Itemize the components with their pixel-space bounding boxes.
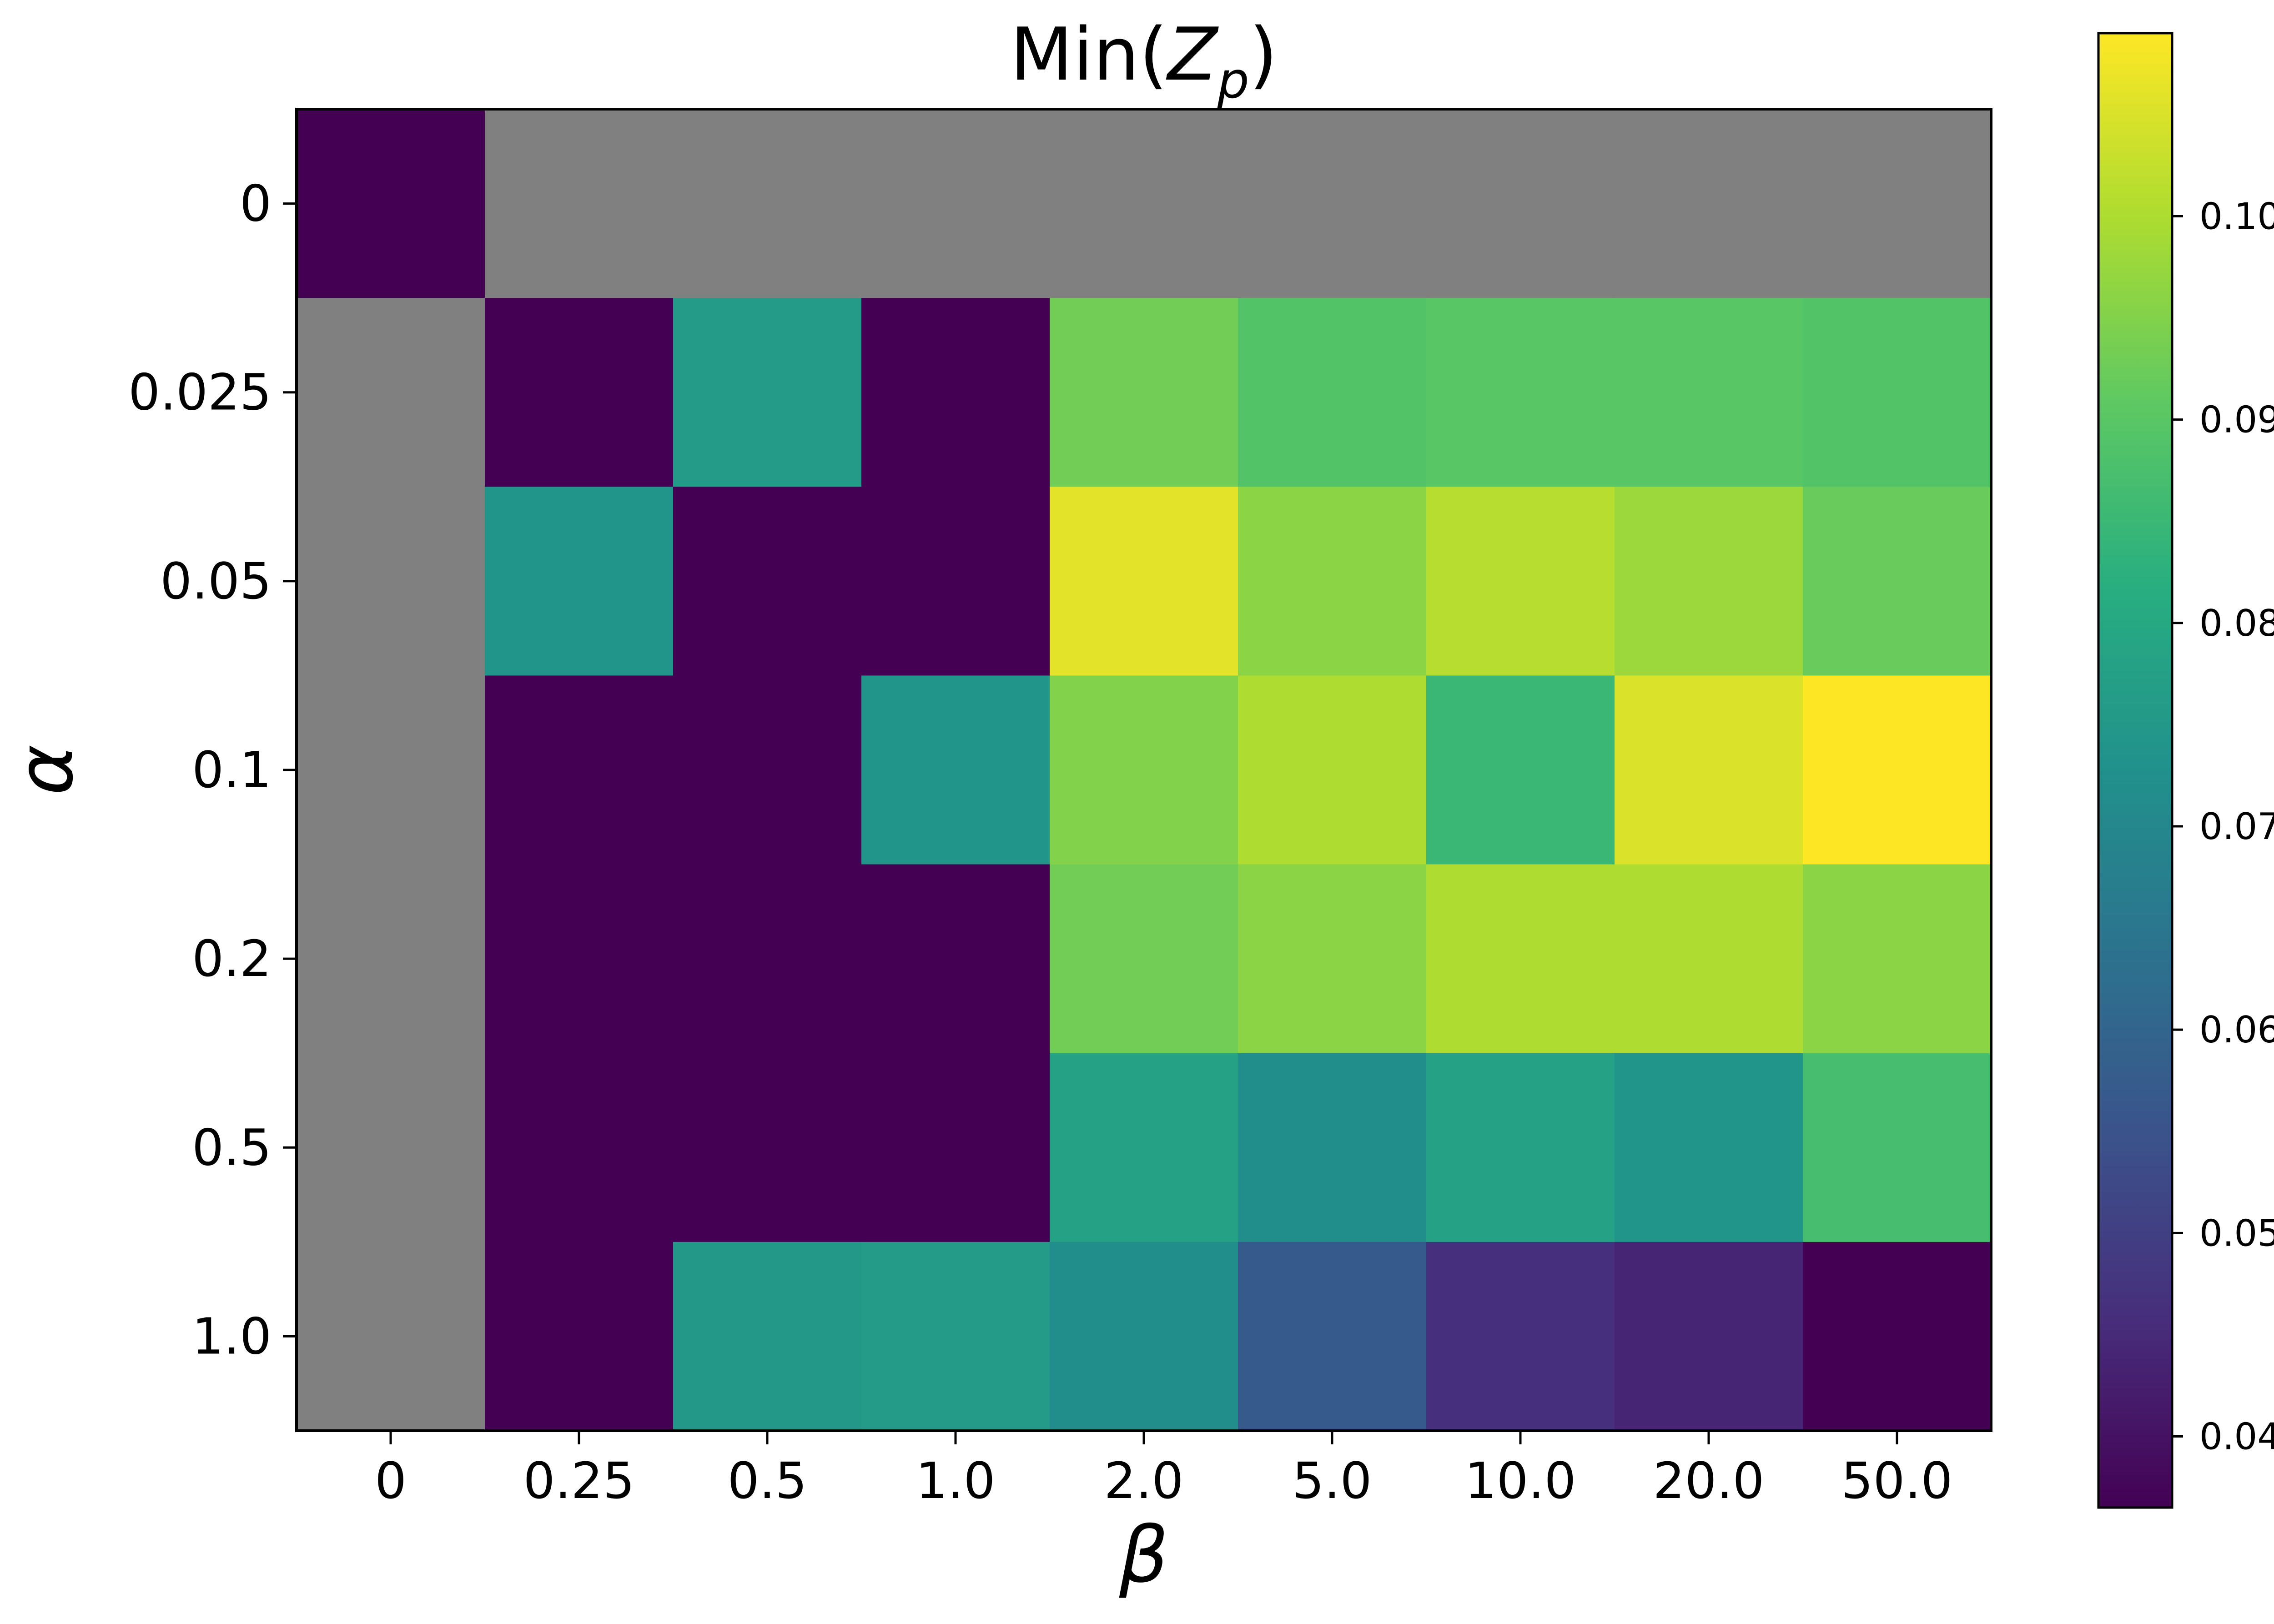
- colorbar-tick-label: 0.08: [2199, 602, 2274, 644]
- x-tick-label: 0.5: [728, 1452, 807, 1510]
- heatmap-cell: [1426, 298, 1615, 488]
- x-axis-label: β: [1119, 1510, 1169, 1600]
- heatmap-cell: [297, 487, 485, 676]
- x-axis-ticks: 0 0.25 0.5 1.0 2.0 5.0 10.0 20.0 50.0: [375, 1431, 1952, 1510]
- heatmap-cell: [1238, 109, 1427, 299]
- heatmap-cell: [673, 1242, 862, 1431]
- heatmap-cell: [1803, 298, 1992, 488]
- x-tick-label: 50.0: [1841, 1452, 1953, 1510]
- heatmap-cell: [673, 487, 862, 676]
- heatmap-cell: [297, 109, 485, 299]
- heatmap-cell: [485, 675, 674, 865]
- heatmap-cell: [1803, 487, 1992, 676]
- heatmap-cell: [297, 1242, 485, 1431]
- heatmap-cell: [1238, 864, 1427, 1054]
- heatmap-cell: [673, 298, 862, 488]
- heatmap-cell: [297, 864, 485, 1054]
- heatmap-cell: [861, 298, 1050, 488]
- heatmap-cell: [861, 1053, 1050, 1242]
- heatmap-cell: [485, 864, 674, 1054]
- colorbar-ticks: 0.04 0.05 0.06 0.07 0.08 0.09 0.10: [2172, 195, 2274, 1458]
- colorbar-tick-label: 0.09: [2199, 399, 2274, 441]
- heatmap-cell: [1050, 487, 1238, 676]
- x-tick-label: 0.25: [523, 1452, 635, 1510]
- x-tick-label: 10.0: [1465, 1452, 1576, 1510]
- heatmap-cell: [861, 109, 1050, 299]
- chart-title: Min(Zp): [1010, 12, 1278, 110]
- colorbar-tick-label: 0.04: [2199, 1415, 2274, 1458]
- heatmap-cell: [673, 864, 862, 1054]
- heatmap-cell: [485, 109, 674, 299]
- heatmap-cell: [1803, 1053, 1992, 1242]
- y-tick-label: 0.05: [160, 552, 272, 610]
- heatmap-cell: [1050, 1053, 1238, 1242]
- heatmap-cell: [485, 298, 674, 488]
- y-tick-label: 0.5: [192, 1118, 272, 1177]
- chart-title-var: Z: [1166, 12, 1219, 97]
- colorbar-tick-label: 0.07: [2199, 805, 2274, 848]
- x-tick-label: 1.0: [916, 1452, 996, 1510]
- colorbar-tick-label: 0.05: [2199, 1212, 2274, 1254]
- heatmap-cell: [1803, 109, 1992, 299]
- colorbar-tick-label: 0.06: [2199, 1009, 2274, 1051]
- heatmap-cell: [861, 675, 1050, 865]
- heatmap-cell: [673, 1053, 862, 1242]
- heatmap-cell: [485, 487, 674, 676]
- heatmap-cell: [1615, 864, 1803, 1054]
- heatmap-cell: [1238, 675, 1427, 865]
- heatmap-cell: [1803, 1242, 1992, 1431]
- heatmap-cell: [1615, 1242, 1803, 1431]
- heatmap-cell: [1238, 1053, 1427, 1242]
- heatmap-cell: [1426, 487, 1615, 676]
- y-tick-label: 0.1: [192, 741, 272, 799]
- heatmap-cells: [297, 109, 1992, 1431]
- heatmap-cell: [297, 675, 485, 865]
- heatmap-cell: [1050, 298, 1238, 488]
- heatmap-cell: [1050, 864, 1238, 1054]
- x-tick-label: 0: [375, 1452, 407, 1510]
- heatmap-cell: [1050, 675, 1238, 865]
- heatmap-cell: [673, 109, 862, 299]
- y-tick-label: 0.025: [128, 363, 272, 422]
- heatmap-cell: [1050, 109, 1238, 299]
- chart-title-close: ): [1249, 12, 1278, 97]
- colorbar-tick-label: 0.10: [2199, 195, 2274, 237]
- y-tick-label: 0.2: [192, 930, 272, 988]
- heatmap-cell: [1050, 1242, 1238, 1431]
- heatmap-cell: [1426, 675, 1615, 865]
- heatmap-cell: [1615, 1053, 1803, 1242]
- heatmap-cell: [1803, 675, 1992, 865]
- y-axis-ticks: 0 0.025 0.05 0.1 0.2 0.5 1.0: [128, 175, 297, 1365]
- heatmap-cell: [1615, 109, 1803, 299]
- chart-title-main: Min(: [1010, 12, 1167, 97]
- y-tick-label: 1.0: [192, 1307, 272, 1365]
- heatmap-cell: [861, 864, 1050, 1054]
- y-axis-label: α: [0, 744, 91, 795]
- chart-title-sub: p: [1217, 51, 1249, 110]
- heatmap-cell: [1615, 487, 1803, 676]
- heatmap-cell: [485, 1053, 674, 1242]
- x-tick-label: 5.0: [1293, 1452, 1372, 1510]
- heatmap-cell: [1426, 864, 1615, 1054]
- heatmap-cell: [1615, 675, 1803, 865]
- heatmap-cell: [1238, 487, 1427, 676]
- heatmap-cell: [297, 298, 485, 488]
- heatmap-cell: [1426, 109, 1615, 299]
- x-tick-label: 2.0: [1104, 1452, 1184, 1510]
- heatmap-cell: [1238, 298, 1427, 488]
- heatmap-cell: [861, 487, 1050, 676]
- heatmap-cell: [1426, 1053, 1615, 1242]
- heatmap-cell: [297, 1053, 485, 1242]
- colorbar: [2097, 32, 2173, 1509]
- heatmap-cell: [673, 675, 862, 865]
- y-tick-label: 0: [240, 175, 272, 233]
- heatmap-cell: [1615, 298, 1803, 488]
- x-tick-label: 20.0: [1653, 1452, 1765, 1510]
- heatmap-cell: [1426, 1242, 1615, 1431]
- heatmap-cell: [1803, 864, 1992, 1054]
- heatmap-cell: [861, 1242, 1050, 1431]
- heatmap-cell: [485, 1242, 674, 1431]
- heatmap-cell: [1238, 1242, 1427, 1431]
